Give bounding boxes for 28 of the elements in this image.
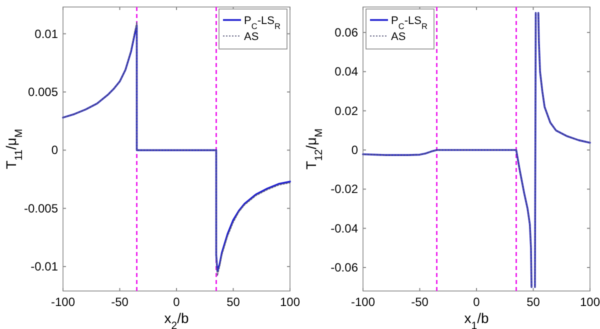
legend-label: AS [244,31,259,43]
y-tick-label: -0.01 [30,260,58,274]
x-tick-label: 0 [173,295,180,309]
x-tick-label: 100 [580,295,600,309]
legend-label: P$_{C}$-LS$_{R}$ [391,15,428,30]
x-tick-label: 50 [226,295,240,309]
y-tick-label: -0.06 [330,260,358,274]
y-tick-label: 0 [51,143,58,158]
y-tick-label: -0.04 [330,221,358,236]
y-tick-label: 0.02 [334,104,358,118]
x-axis-title: x$_{1}$/b [464,310,489,329]
x-tick-label: -50 [411,295,429,309]
y-tick-label: 0.04 [334,64,358,79]
x-tick-label: -100 [350,295,376,309]
legend-label: AS [391,31,406,43]
y-tick-label: 0.01 [34,26,58,41]
x-tick-label: 100 [280,295,300,309]
y-tick-label: 0 [351,142,358,157]
y-tick-label: 0.005 [28,84,58,99]
x-axis-title: x$_{2}$/b [164,310,189,329]
x-tick-label: -100 [50,295,76,309]
x-tick-label: 50 [526,295,540,309]
y-tick-label: -0.02 [330,182,358,196]
y-tick-label: 0.06 [334,25,358,40]
x-tick-label: -50 [111,295,129,309]
legend-label: P$_{C}$-LS$_{R}$ [244,15,280,30]
x-tick-label: 0 [473,295,480,309]
y-tick-label: -0.005 [24,201,58,216]
